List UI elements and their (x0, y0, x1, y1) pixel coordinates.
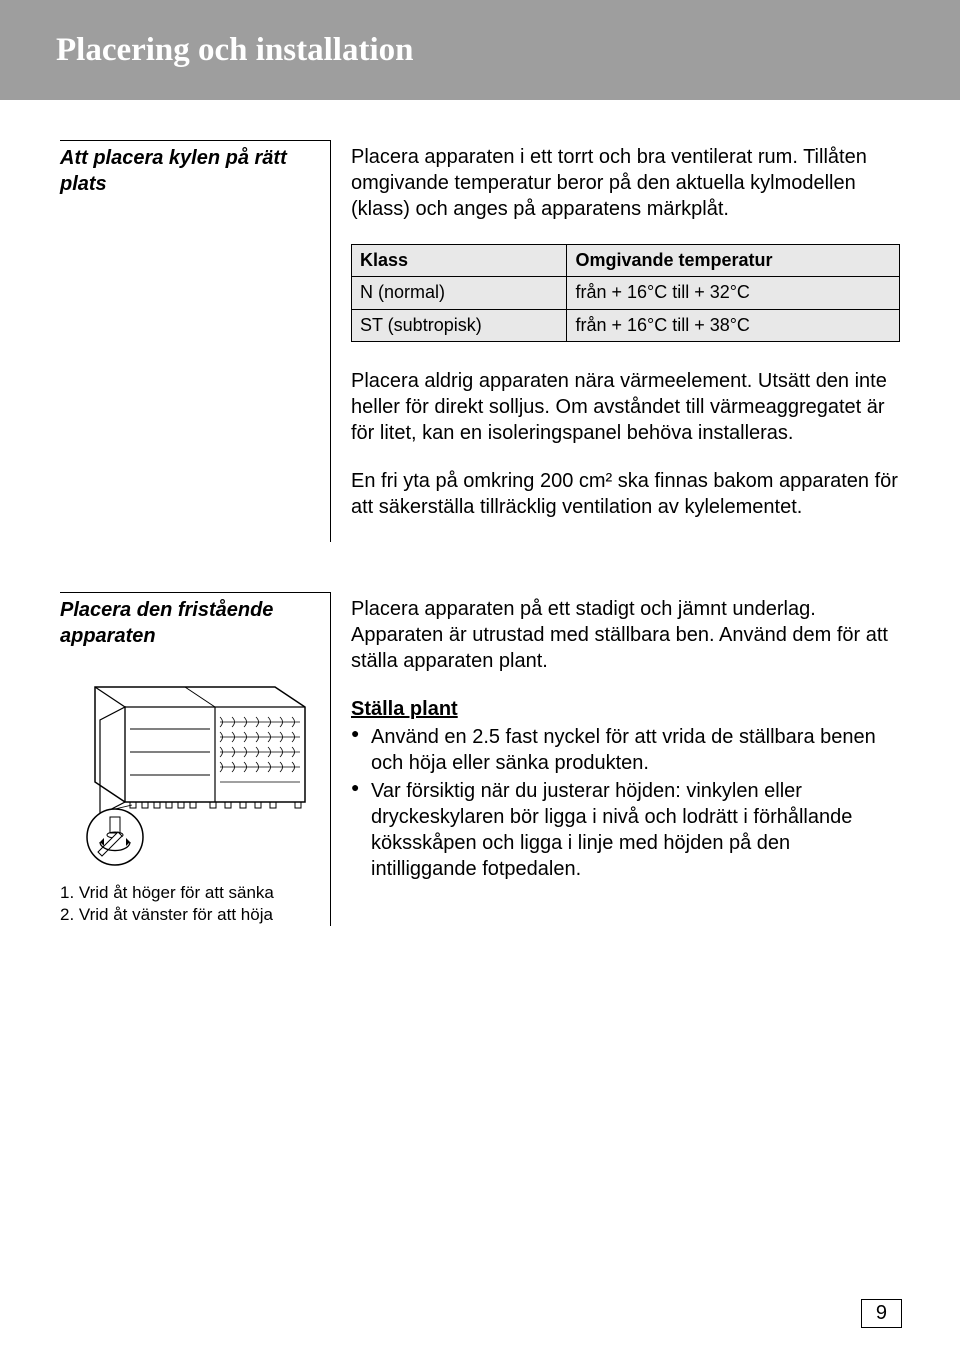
table-cell: från + 16°C till + 38°C (567, 309, 900, 341)
section-right-col: Placera apparaten i ett torrt och bra ve… (330, 140, 900, 542)
section-left-col: Att placera kylen på rätt plats (60, 140, 350, 542)
appliance-illustration (60, 667, 320, 872)
caption-line: 2. Vrid åt vänster för att höja (60, 904, 330, 926)
table-cell: från + 16°C till + 32°C (567, 277, 900, 309)
paragraph: Placera apparaten på ett stadigt och jäm… (351, 596, 900, 674)
page-title: Placering och installation (56, 32, 414, 69)
bullet-list: Använd en 2.5 fast nyckel för att vrida … (351, 724, 900, 882)
sub-heading: Ställa plant (351, 696, 900, 722)
table-row: N (normal) från + 16°C till + 32°C (352, 277, 900, 309)
section-placement: Att placera kylen på rätt plats Placera … (60, 140, 900, 542)
temperature-table: Klass Omgivande temperatur N (normal) fr… (351, 244, 900, 342)
list-item: Var försiktig när du justerar höjden: vi… (351, 778, 900, 882)
page-header: Placering och installation (0, 0, 960, 100)
page-number: 9 (861, 1299, 902, 1328)
section-left-col: Placera den fristående apparaten (60, 592, 350, 926)
appliance-icon (60, 667, 320, 867)
table-cell: ST (subtropisk) (352, 309, 567, 341)
paragraph: En fri yta på omkring 200 cm² ska finnas… (351, 468, 900, 520)
table-header-cell: Omgivande temperatur (567, 245, 900, 277)
table-cell: N (normal) (352, 277, 567, 309)
illustration-captions: 1. Vrid åt höger för att sänka 2. Vrid å… (60, 882, 330, 926)
table-header-cell: Klass (352, 245, 567, 277)
section-right-col: Placera apparaten på ett stadigt och jäm… (330, 592, 900, 926)
page-content: Att placera kylen på rätt plats Placera … (0, 100, 960, 976)
paragraph: Placera aldrig apparaten nära värmeeleme… (351, 368, 900, 446)
list-item: Använd en 2.5 fast nyckel för att vrida … (351, 724, 900, 776)
caption-line: 1. Vrid åt höger för att sänka (60, 882, 330, 904)
section-heading: Att placera kylen på rätt plats (60, 140, 330, 197)
paragraph: Placera apparaten i ett torrt och bra ve… (351, 144, 900, 222)
section-heading: Placera den fristående apparaten (60, 592, 330, 649)
table-header-row: Klass Omgivande temperatur (352, 245, 900, 277)
section-freestanding: Placera den fristående apparaten (60, 592, 900, 926)
table-row: ST (subtropisk) från + 16°C till + 38°C (352, 309, 900, 341)
